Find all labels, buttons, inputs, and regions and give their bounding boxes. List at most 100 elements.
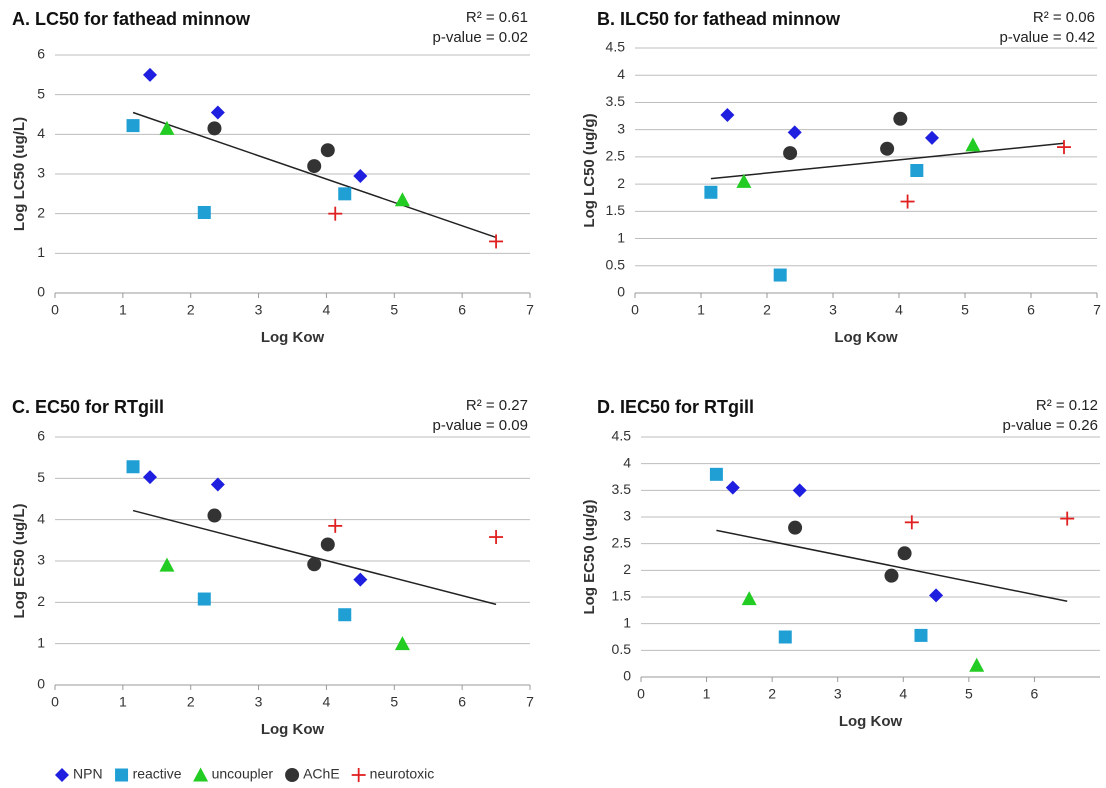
x-axis-label: Log Kow <box>839 713 903 730</box>
y-axis-label: Log EC50 (ug/g) <box>581 500 598 615</box>
marker-triangle <box>969 657 985 672</box>
x-tick-label: 6 <box>1027 302 1035 318</box>
chart-title: B. ILC50 for fathead minnow <box>597 9 841 29</box>
x-tick-label: 5 <box>390 302 398 318</box>
legend-label: neurotoxic <box>370 766 435 782</box>
chart-title: A. LC50 for fathead minnow <box>12 9 251 29</box>
marker-square <box>197 205 211 219</box>
legend-marker <box>55 768 69 782</box>
marker-triangle <box>394 192 410 207</box>
annotation: p-value = 0.42 <box>1000 29 1096 46</box>
marker-triangle <box>965 137 981 152</box>
y-tick-label: 0.5 <box>606 256 626 272</box>
annotation: R² = 0.06 <box>1033 9 1095 26</box>
y-tick-label: 4 <box>37 510 45 526</box>
y-tick-label: 3.5 <box>606 93 626 109</box>
y-tick-label: 6 <box>37 428 45 444</box>
legend-marker <box>193 767 209 782</box>
marker-diamond <box>210 105 225 120</box>
annotation: p-value = 0.26 <box>1003 417 1099 434</box>
x-tick-label: 7 <box>1093 302 1101 318</box>
marker-square <box>910 164 924 177</box>
marker-square <box>778 630 792 644</box>
marker-plus <box>1060 511 1075 526</box>
x-tick-label: 6 <box>458 694 466 710</box>
marker-diamond <box>787 125 802 140</box>
marker-circle <box>788 520 803 535</box>
chart-title: D. IEC50 for RTgill <box>597 397 754 417</box>
annotation: R² = 0.27 <box>466 397 528 414</box>
y-tick-label: 4.5 <box>612 428 632 444</box>
y-tick-label: 4 <box>37 125 45 141</box>
y-tick-label: 5 <box>37 85 45 101</box>
marker-circle <box>207 508 222 523</box>
marker-circle <box>207 121 222 136</box>
marker-diamond <box>143 67 157 82</box>
marker-circle <box>880 141 895 156</box>
marker-square <box>709 467 723 481</box>
x-tick-label: 2 <box>763 302 771 318</box>
y-tick-label: 0 <box>37 676 45 692</box>
marker-diamond <box>925 130 939 145</box>
x-tick-label: 0 <box>637 686 645 702</box>
x-axis-label: Log Kow <box>834 329 898 346</box>
annotation: R² = 0.12 <box>1036 397 1098 414</box>
marker-diamond <box>792 483 807 498</box>
marker-plus <box>904 515 919 530</box>
marker-plus <box>328 206 343 221</box>
trendline <box>710 142 1065 180</box>
marker-square <box>914 628 928 642</box>
marker-diamond <box>210 477 225 492</box>
marker-square <box>126 460 140 474</box>
x-tick-label: 4 <box>323 694 331 710</box>
marker-circle <box>307 557 322 572</box>
marker-diamond <box>353 168 368 183</box>
legend-marker <box>351 768 366 782</box>
x-tick-label: 0 <box>51 302 59 318</box>
marker-triangle <box>394 636 410 651</box>
y-tick-label: 1 <box>37 244 45 260</box>
marker-square <box>773 268 787 282</box>
x-tick-label: 2 <box>187 302 195 318</box>
marker-square <box>126 119 140 133</box>
x-tick-label: 2 <box>768 686 776 702</box>
marker-diamond <box>725 480 740 495</box>
marker-plus <box>1057 140 1071 155</box>
y-tick-label: 3 <box>623 508 631 524</box>
y-tick-label: 3 <box>617 120 625 136</box>
x-tick-label: 4 <box>895 302 903 318</box>
y-tick-label: 0 <box>37 284 45 300</box>
y-tick-label: 3 <box>37 552 45 568</box>
marker-circle <box>307 159 322 174</box>
marker-circle <box>783 146 798 161</box>
y-tick-label: 2 <box>617 175 625 191</box>
x-tick-label: 3 <box>255 302 263 318</box>
marker-plus <box>489 234 504 249</box>
y-tick-label: 0 <box>623 668 631 684</box>
marker-square <box>338 187 352 201</box>
x-tick-label: 3 <box>829 302 837 318</box>
annotation: p-value = 0.02 <box>433 29 529 46</box>
marker-triangle <box>159 120 175 135</box>
y-axis-label: Log LC50 (ug/L) <box>11 117 28 231</box>
y-tick-label: 0 <box>617 284 625 300</box>
y-tick-label: 2 <box>623 561 631 577</box>
trendline <box>716 529 1068 603</box>
x-tick-label: 5 <box>390 694 398 710</box>
marker-circle <box>897 546 912 561</box>
marker-circle <box>884 568 899 583</box>
y-tick-label: 1 <box>623 614 631 630</box>
x-tick-label: 1 <box>119 694 127 710</box>
chart-title: C. EC50 for RTgill <box>12 397 164 417</box>
x-tick-label: 2 <box>187 694 195 710</box>
x-tick-label: 6 <box>458 302 466 318</box>
x-tick-label: 5 <box>965 686 973 702</box>
marker-diamond <box>929 588 944 603</box>
x-axis-label: Log Kow <box>261 721 325 738</box>
y-axis-label: Log EC50 (ug/L) <box>11 504 28 619</box>
y-tick-label: 5 <box>37 469 45 485</box>
y-tick-label: 4.5 <box>606 39 626 55</box>
y-tick-label: 3 <box>37 165 45 181</box>
marker-triangle <box>159 557 175 572</box>
